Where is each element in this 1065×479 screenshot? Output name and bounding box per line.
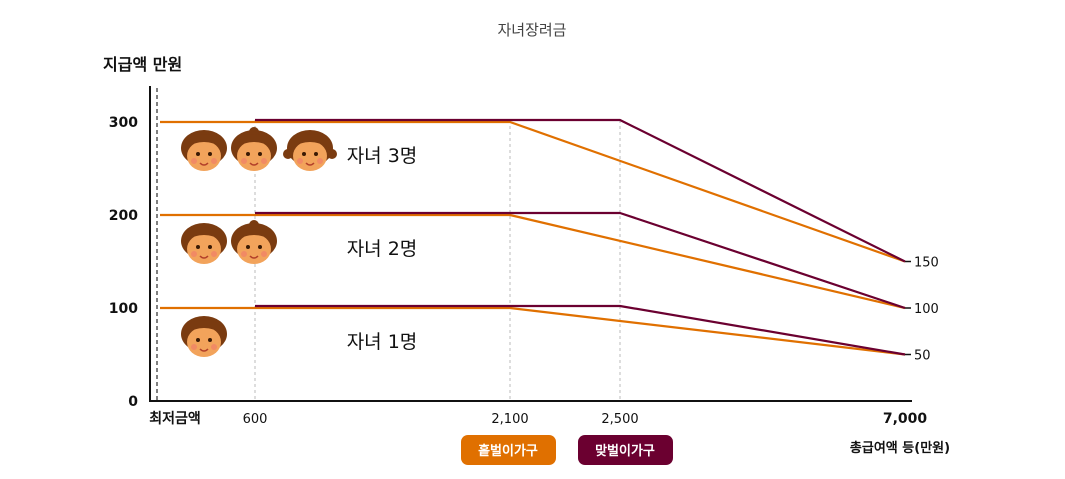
chart-title: 자녀장려금 [497, 21, 566, 39]
x-tick-label-3: 2,500 [601, 412, 638, 427]
series-lines [160, 118, 906, 356]
child-face-icon-3-1-skin [187, 327, 221, 357]
group-label-2: 자녀 2명 [347, 238, 418, 260]
legend: 홑벌이가구 맞벌이가구 [461, 435, 673, 465]
series-line-single-2 [160, 213, 906, 310]
y-ticks: 0 100 200 300 [109, 115, 138, 410]
child-face-icon-1-1-bangs [185, 134, 223, 148]
legend-label-single-income: 홑벌이가구 [478, 443, 538, 459]
series-line-dual-2 [255, 211, 906, 310]
group-label-1: 자녀 3명 [347, 145, 418, 167]
child-face-icon-3-1-bangs [185, 320, 223, 334]
x-tick-label-4: 7,000 [883, 411, 928, 427]
child-face-icon-1-1-cheek-right [211, 158, 217, 164]
child-face-icon-3-1-eye-right [208, 338, 212, 342]
child-face-icon-1-3-eye-left [302, 152, 306, 156]
child-face-icon-2-1-cheek-left [191, 251, 197, 257]
group-label-3: 자녀 1명 [347, 331, 418, 353]
x-ticks: 최저금액 600 2,100 2,500 7,000 [149, 410, 927, 427]
x-tick-label-1: 600 [243, 412, 268, 427]
child-face-icon-1-2-eye-left [246, 152, 250, 156]
child-face-icon-2-2-mouth [249, 255, 259, 259]
child-face-icon-2-1-bangs [185, 227, 223, 241]
child-face-icon-3-1-cheek-right [211, 344, 217, 350]
child-face-icon-1-3-mouth [305, 162, 315, 166]
x-tick-label-2: 2,100 [491, 412, 528, 427]
series-line-dual-3 [255, 304, 906, 356]
child-face-icon-2-1-cheek-right [211, 251, 217, 257]
right-tick-label-0: 150 [914, 256, 939, 271]
child-face-icon-2-2-eye-right [258, 245, 262, 249]
child-face-icon-1-2-mouth [249, 162, 259, 166]
right-tick-label-1: 100 [914, 302, 939, 317]
child-face-icon-1-1-cheek-left [191, 158, 197, 164]
child-face-icon-2-1-mouth [199, 255, 209, 259]
x-axis-label: 총급여액 등(만원) [850, 440, 950, 456]
child-face-icon-2-2-cheek-right [261, 251, 267, 257]
y-tick-label-2: 200 [109, 208, 138, 224]
child-face-icon-1-1-skin [187, 141, 221, 171]
child-face-icon-1-2 [231, 127, 277, 171]
child-face-icon-3-1 [181, 316, 227, 357]
legend-swatch-single-income [461, 435, 556, 465]
child-face-icon-2-2-eye-left [246, 245, 250, 249]
child-face-icon-3-1-eye-left [196, 338, 200, 342]
legend-item-single-income: 홑벌이가구 [461, 435, 556, 465]
child-face-icon-2-2 [231, 220, 277, 264]
series-line-dual-1 [255, 118, 906, 263]
x-tick-label-0: 최저금액 [149, 410, 201, 427]
child-face-icon-1-1-eye-left [196, 152, 200, 156]
child-face-icon-2-1-eye-left [196, 245, 200, 249]
child-face-icon-1-3-eye-right [314, 152, 318, 156]
y-tick-label-3: 300 [109, 115, 138, 131]
legend-label-dual-income: 맞벌이가구 [595, 443, 655, 459]
right-ticks: 150 100 50 [905, 256, 939, 364]
y-axis-label: 지급액 만원 [103, 55, 182, 74]
child-face-icon-3-1-cheek-left [191, 344, 197, 350]
axes [149, 86, 912, 402]
child-face-icon-2-2-skin [237, 234, 271, 264]
child-face-icon-1-2-bangs [235, 134, 273, 148]
right-tick-label-2: 50 [914, 349, 931, 364]
child-face-icon-2-2-cheek-left [241, 251, 247, 257]
child-icons [181, 127, 337, 357]
child-face-icon-2-1-eye-right [208, 245, 212, 249]
series-line-single-1 [160, 120, 906, 263]
child-face-icon-2-2-bangs [235, 227, 273, 241]
child-face-icon-1-3-bangs [291, 134, 329, 148]
child-face-icon-1-3 [283, 130, 337, 171]
child-face-icon-1-1-eye-right [208, 152, 212, 156]
y-tick-label-1: 100 [109, 301, 138, 317]
y-tick-label-0: 0 [128, 394, 138, 410]
child-face-icon-2-1-skin [187, 234, 221, 264]
child-face-icon-1-3-cheek-left [297, 158, 303, 164]
child-face-icon-1-2-eye-right [258, 152, 262, 156]
child-face-icon-2-1 [181, 223, 227, 264]
child-face-icon-1-3-pigtail-right [327, 149, 337, 159]
child-face-icon-1-3-skin [293, 141, 327, 171]
child-face-icon-3-1-mouth [199, 348, 209, 352]
series-line-single-3 [160, 306, 906, 356]
child-face-icon-1-2-cheek-left [241, 158, 247, 164]
legend-item-dual-income: 맞벌이가구 [578, 435, 673, 465]
child-face-icon-1-3-cheek-right [317, 158, 323, 164]
child-face-icon-1-2-skin [237, 141, 271, 171]
child-face-icon-1-3-pigtail-left [283, 149, 293, 159]
child-face-icon-1-1 [181, 130, 227, 171]
child-face-icon-1-2-cheek-right [261, 158, 267, 164]
legend-swatch-dual-income [578, 435, 673, 465]
child-face-icon-1-1-mouth [199, 162, 209, 166]
